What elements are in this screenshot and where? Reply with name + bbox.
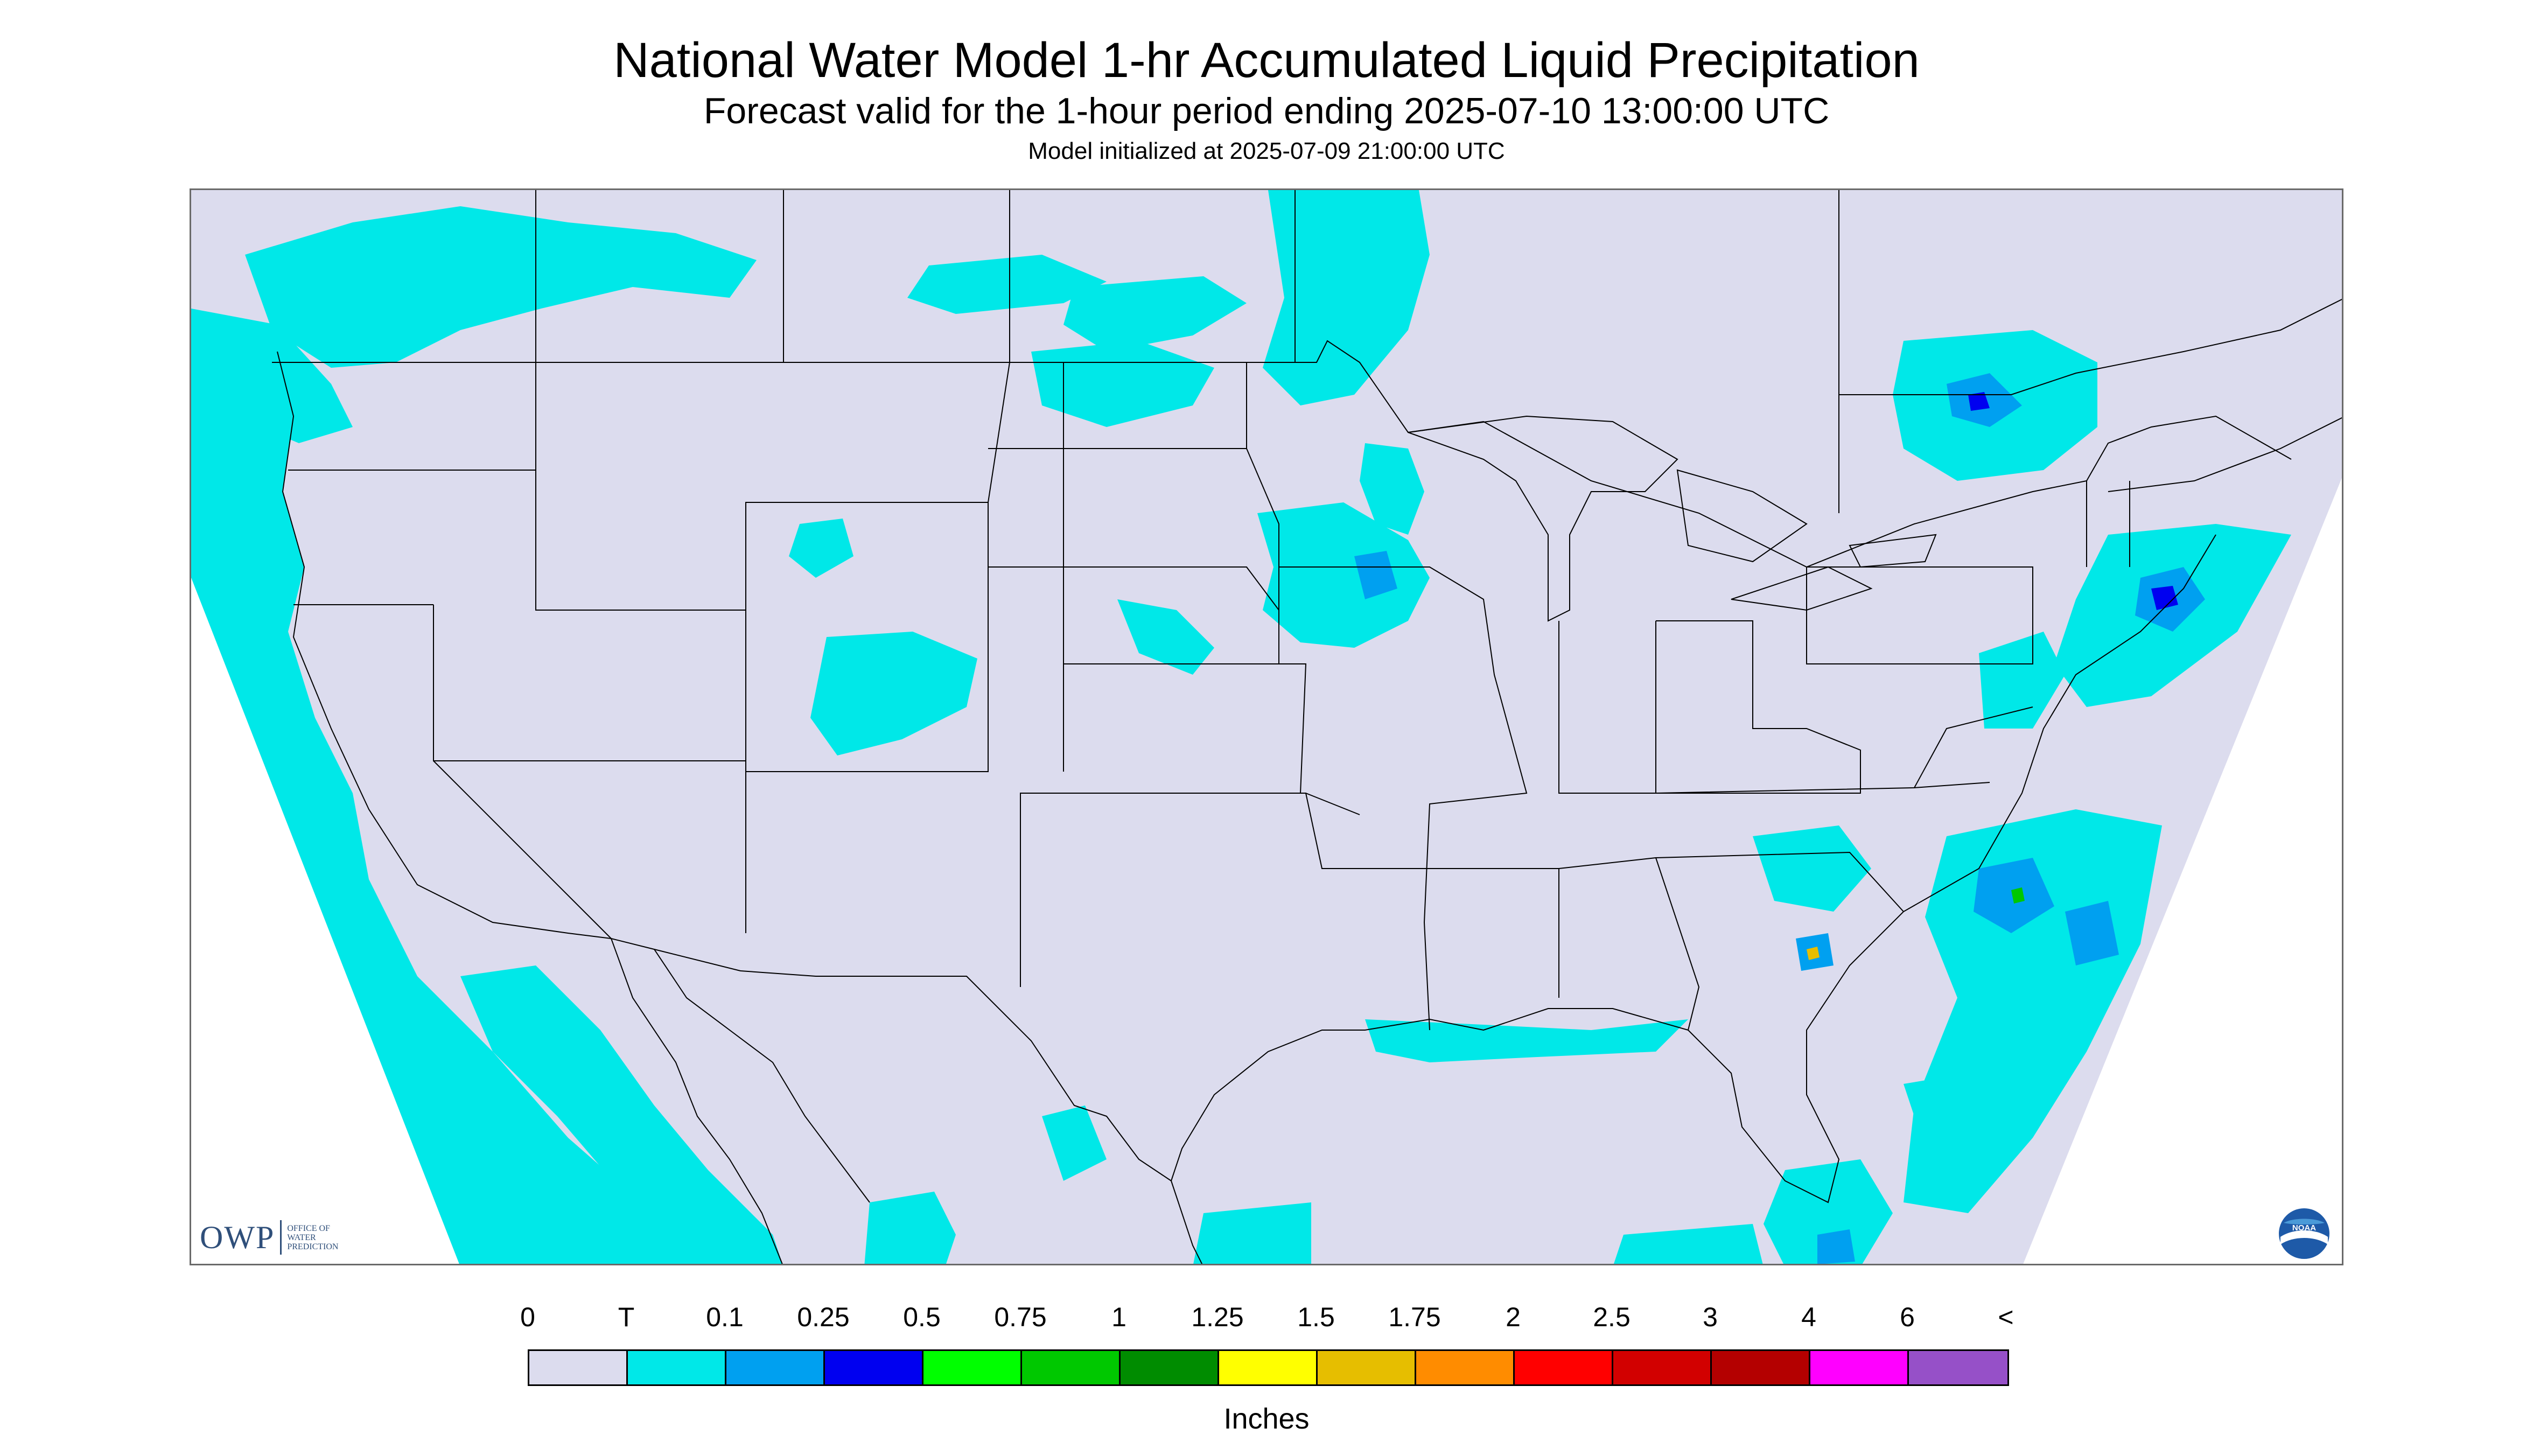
precip-core-quebec-heavy <box>1968 392 1990 411</box>
legend-tick-label: 0 <box>520 1302 535 1332</box>
precip-mexico-west <box>864 1192 956 1264</box>
precip-bc-canada <box>245 206 757 368</box>
legend-tick-label: 6 <box>1900 1302 1915 1332</box>
us-east-coast <box>1688 534 2216 1203</box>
us-mexico-border <box>611 938 1172 1181</box>
legend-tick-label: 3 <box>1703 1302 1718 1332</box>
model-domain <box>191 190 2342 1264</box>
legend-tick-label: 1 <box>1111 1302 1126 1332</box>
precip-wisconsin-strip <box>1360 443 1424 535</box>
owp-line3: PREDICTION <box>287 1242 339 1251</box>
precip-mexico-coast <box>1042 1105 1107 1181</box>
noaa-logo: NOAA <box>2278 1207 2331 1260</box>
precip-wyoming <box>789 519 853 578</box>
precip-montana-east <box>1063 276 1247 352</box>
legend-units: Inches <box>1223 1403 1310 1435</box>
out-of-domain-left <box>191 578 459 1264</box>
legend-swatch <box>1712 1351 1810 1384</box>
precip-bahamas <box>1904 1073 1979 1149</box>
legend-tick-label: 0.5 <box>903 1302 941 1332</box>
precip-mexico-south <box>1193 1202 1311 1264</box>
precip-nebraska <box>1117 599 1214 675</box>
precip-pacific-band <box>460 965 782 1264</box>
color-scale-bar <box>528 1349 2009 1386</box>
canada-provinces <box>535 190 2342 513</box>
legend-swatch <box>1416 1351 1515 1384</box>
precip-core-atlantic-heavy <box>2011 887 2025 904</box>
state-lines-east <box>1655 481 2130 912</box>
legend-tick-label: 2 <box>1506 1302 1521 1332</box>
owp-line1: OFFICE OF <box>287 1223 330 1233</box>
state-lines-central <box>988 362 1430 987</box>
legend-tick-label: 0.1 <box>706 1302 744 1332</box>
mexico-coast <box>611 938 1203 1264</box>
precip-montana-north <box>907 255 1107 314</box>
legend-tick-label: < <box>1998 1302 2014 1332</box>
noaa-logo-text: NOAA <box>2292 1223 2316 1233</box>
precip-core-maine <box>2151 586 2178 610</box>
state-lines-midwest <box>1279 566 1861 1031</box>
precip-mid-atlantic <box>1979 632 2065 729</box>
state-lines-west <box>288 362 1064 939</box>
legend-tick-label: 1.5 <box>1297 1302 1335 1332</box>
owp-logo: OWP OFFICE OF WATER PREDICTION <box>200 1216 338 1259</box>
legend-tick-label: 1.25 <box>1191 1302 1244 1332</box>
legend-swatch <box>1121 1351 1219 1384</box>
precip-core-bahamas <box>1817 1229 1855 1264</box>
us-canada-border <box>272 340 2292 568</box>
legend-swatch <box>529 1351 628 1384</box>
legend-swatch <box>1022 1351 1121 1384</box>
precip-pacific-west <box>191 341 685 1264</box>
precip-gulf-coast <box>1365 1019 1688 1062</box>
legend-tick-label: 0.25 <box>797 1302 850 1332</box>
map-title: National Water Model 1-hr Accumulated Li… <box>613 33 1920 88</box>
us-west-coast <box>277 351 612 939</box>
political-boundaries <box>272 190 2342 1264</box>
owp-line2: WATER <box>287 1233 316 1242</box>
precip-wa-coast <box>191 309 353 443</box>
legend-swatch <box>726 1351 825 1384</box>
legend-tick-label: 1.75 <box>1388 1302 1441 1332</box>
legend-tick-label: 4 <box>1801 1302 1816 1332</box>
legend-tick-label: T <box>618 1302 635 1332</box>
precip-core-iowa <box>1354 551 1397 599</box>
precip-florida-south <box>1764 1159 1893 1264</box>
legend-swatch <box>1318 1351 1416 1384</box>
legend-swatch <box>1515 1351 1613 1384</box>
owp-divider <box>280 1220 282 1255</box>
legend-swatch <box>1613 1351 1712 1384</box>
precip-carolinas <box>1753 825 1871 912</box>
legend-swatch <box>825 1351 923 1384</box>
legend-tick-label: 2.5 <box>1593 1302 1631 1332</box>
precip-colorado <box>810 632 977 755</box>
legend-swatch <box>923 1351 1022 1384</box>
light-precip-cores <box>1354 373 2205 1264</box>
precip-core-georgia-heavy <box>1807 947 1820 960</box>
great-lakes <box>1408 415 1937 622</box>
legend-tick-label: 0.75 <box>994 1302 1047 1332</box>
legend-swatch <box>1909 1351 2007 1384</box>
precip-core-atlantic-2 <box>2065 901 2119 965</box>
us-gulf-coast <box>1171 1008 1689 1181</box>
precip-minnesota-iowa <box>1257 502 1430 648</box>
precip-gulf-mexico-south <box>1614 1224 1763 1264</box>
map-canvas <box>191 190 2342 1264</box>
forecast-valid-subtitle: Forecast valid for the 1-hour period end… <box>703 90 1830 131</box>
precip-dakotas <box>1263 190 1430 405</box>
legend-swatch <box>628 1351 726 1384</box>
owp-abbrev: OWP <box>200 1219 275 1255</box>
legend-swatch <box>1219 1351 1318 1384</box>
owp-full-name: OFFICE OF WATER PREDICTION <box>287 1224 338 1251</box>
model-init-text: Model initialized at 2025-07-09 21:00:00… <box>1028 138 1505 164</box>
precipitation-map[interactable]: OWP OFFICE OF WATER PREDICTION NOAA <box>190 188 2343 1265</box>
legend-swatch <box>1810 1351 1909 1384</box>
